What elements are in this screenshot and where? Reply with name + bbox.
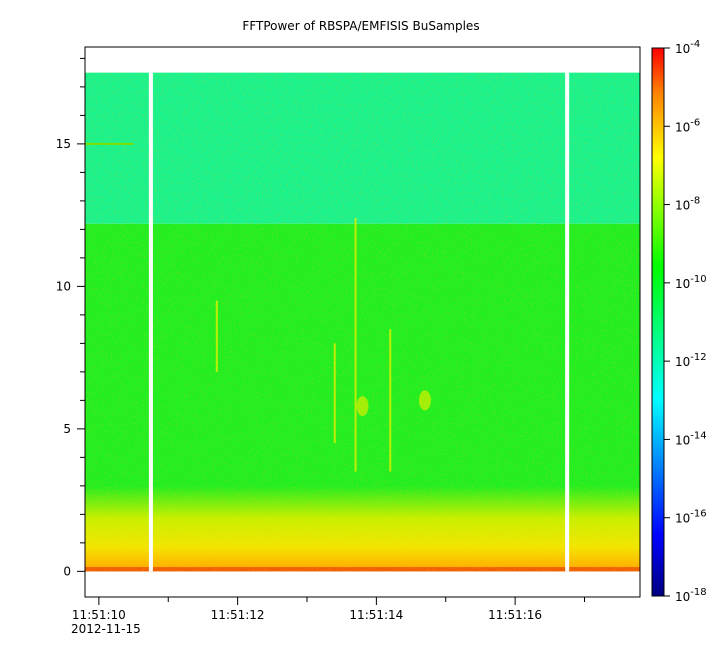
data-gaps: [148, 72, 570, 572]
colorbar-ticks: 10-18 10-16 10-14 10-12 10-10 10-8 10-6 10-4: [664, 39, 707, 604]
x-date-label: 2012-11-15: [71, 622, 141, 636]
colorbar-tick-label-2: 10-14: [675, 430, 707, 447]
x-tick-label-0: 11:51:10: [72, 608, 126, 622]
colorbar: 10-18 10-16 10-14 10-12 10-10 10-8 10-6 10-4: [651, 39, 707, 604]
x-axis: 11:51:10 11:51:12 11:51:14 11:51:16: [72, 597, 585, 622]
colorbar-tick-label-6: 10-6: [675, 117, 700, 134]
y-axis: 0 5 10 15: [56, 57, 85, 578]
plot-frame: [84, 46, 641, 598]
colorbar-tick-label-1: 10-16: [675, 509, 707, 526]
colorbar-tick-label-7: 10-4: [675, 39, 700, 56]
emission-blob-4: [418, 390, 431, 411]
x-tick-label-4: 11:51:14: [349, 608, 403, 622]
data-gap-1: [565, 72, 570, 572]
y-tick-label-3: 15: [56, 137, 71, 151]
y-tick-label-0: 0: [63, 564, 71, 578]
x-tick-label-6: 11:51:16: [488, 608, 542, 622]
colorbar-tick-label-4: 10-10: [675, 274, 707, 291]
y-tick-label-2: 10: [56, 279, 71, 293]
noise-texture: [85, 72, 640, 572]
colorbar-tick-label-5: 10-8: [675, 196, 700, 213]
emission-blob-5: [356, 396, 369, 417]
spectrogram-data: [85, 72, 640, 572]
colorbar-tick-label-0: 10-18: [675, 587, 707, 604]
spectrogram-features: [85, 142, 431, 472]
chart-title: FFTPower of RBSPA/EMFISIS BuSamples: [242, 19, 479, 33]
colorbar-tick-label-3: 10-12: [675, 352, 707, 369]
data-gap-0: [148, 72, 153, 572]
x-tick-label-2: 11:51:12: [211, 608, 265, 622]
colorbar-gradient: [651, 47, 665, 597]
y-tick-label-1: 5: [63, 422, 71, 436]
